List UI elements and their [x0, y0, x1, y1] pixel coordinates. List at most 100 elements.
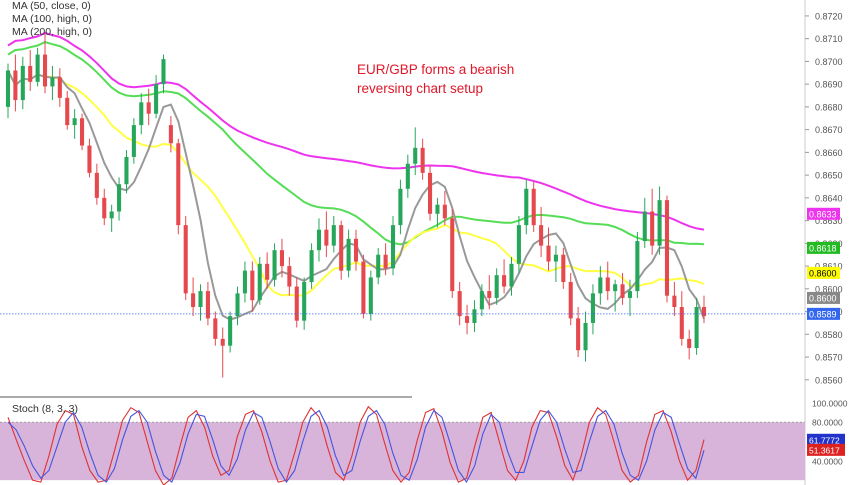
candle-down [168, 125, 173, 144]
candle-up [398, 188, 403, 226]
price-tick-label: 0.8690 [815, 80, 843, 90]
candle-up [405, 163, 410, 189]
price-tick-label: 0.8630 [815, 216, 843, 226]
price-tick-label: 0.8580 [815, 330, 843, 340]
candle-down [102, 197, 107, 219]
candle-up [154, 84, 159, 114]
candle-up [72, 118, 77, 126]
price-tick-label: 0.8640 [815, 193, 843, 203]
legend-ma-200: MA (200, high, 0) [12, 26, 92, 38]
candle-down [679, 307, 684, 339]
candle-up [376, 254, 381, 278]
price-tick-label: 0.8680 [815, 102, 843, 112]
candle-up [694, 307, 699, 348]
candle-down [664, 200, 670, 296]
stochastic-lines [7, 405, 705, 485]
candle-up [346, 238, 351, 271]
candle-up [228, 316, 233, 346]
candle-down [205, 291, 210, 319]
candle-up [331, 225, 336, 246]
price-marker-label: 0.8600 [809, 268, 837, 278]
price-tick-label: 0.8570 [815, 353, 843, 363]
price-marker-label: 0.8618 [809, 243, 837, 253]
candle-up [235, 293, 240, 317]
candle-up [198, 291, 203, 308]
candle-down [94, 172, 99, 198]
chart-annotation: EUR/GBP forms a bearish reversing chart … [357, 60, 514, 98]
candle-up [435, 204, 440, 214]
candle-down [80, 118, 85, 146]
stoch-title: Stoch (8, 3, 3) [12, 403, 78, 415]
price-tick-label: 0.8720 [815, 11, 843, 21]
candle-down [420, 147, 425, 173]
candle-up [35, 54, 40, 82]
price-marker-label: 0.8600 [809, 293, 837, 303]
candle-down [183, 225, 188, 294]
candle-down [465, 316, 470, 323]
candle-down [87, 145, 92, 173]
price-tick-label: 0.8600 [815, 284, 843, 294]
candle-down [568, 282, 573, 319]
candle-up [109, 211, 114, 219]
candle-down [701, 307, 707, 317]
candle-up [257, 263, 262, 301]
candle-down [353, 238, 359, 262]
candle-down [457, 291, 462, 317]
candle-up [627, 291, 632, 298]
candle-down [57, 77, 62, 98]
candle-up [472, 309, 477, 323]
stoch-marker-label: 51.3617 [809, 445, 840, 455]
annotation-line-2: reversing chart setup [357, 81, 484, 96]
candle-down [687, 338, 692, 348]
candle-up [635, 241, 640, 292]
price-tick-label: 0.8610 [815, 262, 843, 272]
candle-down [531, 188, 536, 226]
annotation-line-1: EUR/GBP forms a bearish [357, 62, 515, 77]
price-axis: 0.8720 0.8710 0.8700 0.8690 0.8680 0.8670 0.86… [805, 11, 843, 385]
candle-down [442, 204, 447, 219]
candle-down [650, 211, 655, 246]
candle-down [279, 250, 284, 267]
candle-up [583, 322, 588, 351]
indicator-legend: MA (50, close, 0) MA (100, high, 0) MA (… [12, 0, 92, 39]
stoch-k-line [7, 405, 705, 485]
candle-down [428, 172, 433, 214]
candle-down [561, 254, 566, 283]
price-tick-label: 0.8670 [815, 125, 843, 135]
candle-up [131, 125, 136, 157]
candle-down [324, 229, 329, 246]
price-tick-label: 0.8650 [815, 171, 843, 181]
candle-up [590, 293, 595, 323]
candle-up [509, 263, 514, 287]
stoch-marker-badge [807, 443, 845, 456]
candle-up [309, 250, 314, 283]
candle-down [294, 286, 299, 321]
price-tick-label: 0.8560 [815, 375, 843, 385]
price-marker-badge [807, 307, 840, 320]
candle-up [117, 184, 122, 212]
candle-down [672, 295, 677, 308]
candle-up [494, 275, 499, 298]
legend-ma-100: MA (100, high, 0) [12, 13, 92, 25]
price-tick-label: 0.8710 [815, 34, 843, 44]
candle-up [161, 59, 166, 85]
stoch-tick-label: 100.0000 [812, 398, 848, 408]
candle-up [479, 291, 484, 310]
candle-up [524, 188, 529, 226]
candle-down [42, 54, 48, 87]
price-marker-badge [807, 266, 840, 279]
ma-200-line [7, 31, 705, 231]
candle-down [576, 318, 581, 351]
candle-up [553, 254, 558, 262]
candle-up [642, 211, 647, 242]
candle-up [302, 282, 307, 321]
stoch-tick-label: 80.0000 [812, 418, 843, 428]
candle-down [265, 263, 270, 280]
candle-up [124, 156, 129, 185]
price-tick-label: 0.8700 [815, 57, 843, 67]
candle-up [598, 277, 603, 294]
stoch-marker-label: 61.7772 [809, 435, 840, 445]
candle-up [413, 147, 418, 164]
stoch-tick-label: 40.0000 [812, 456, 843, 466]
